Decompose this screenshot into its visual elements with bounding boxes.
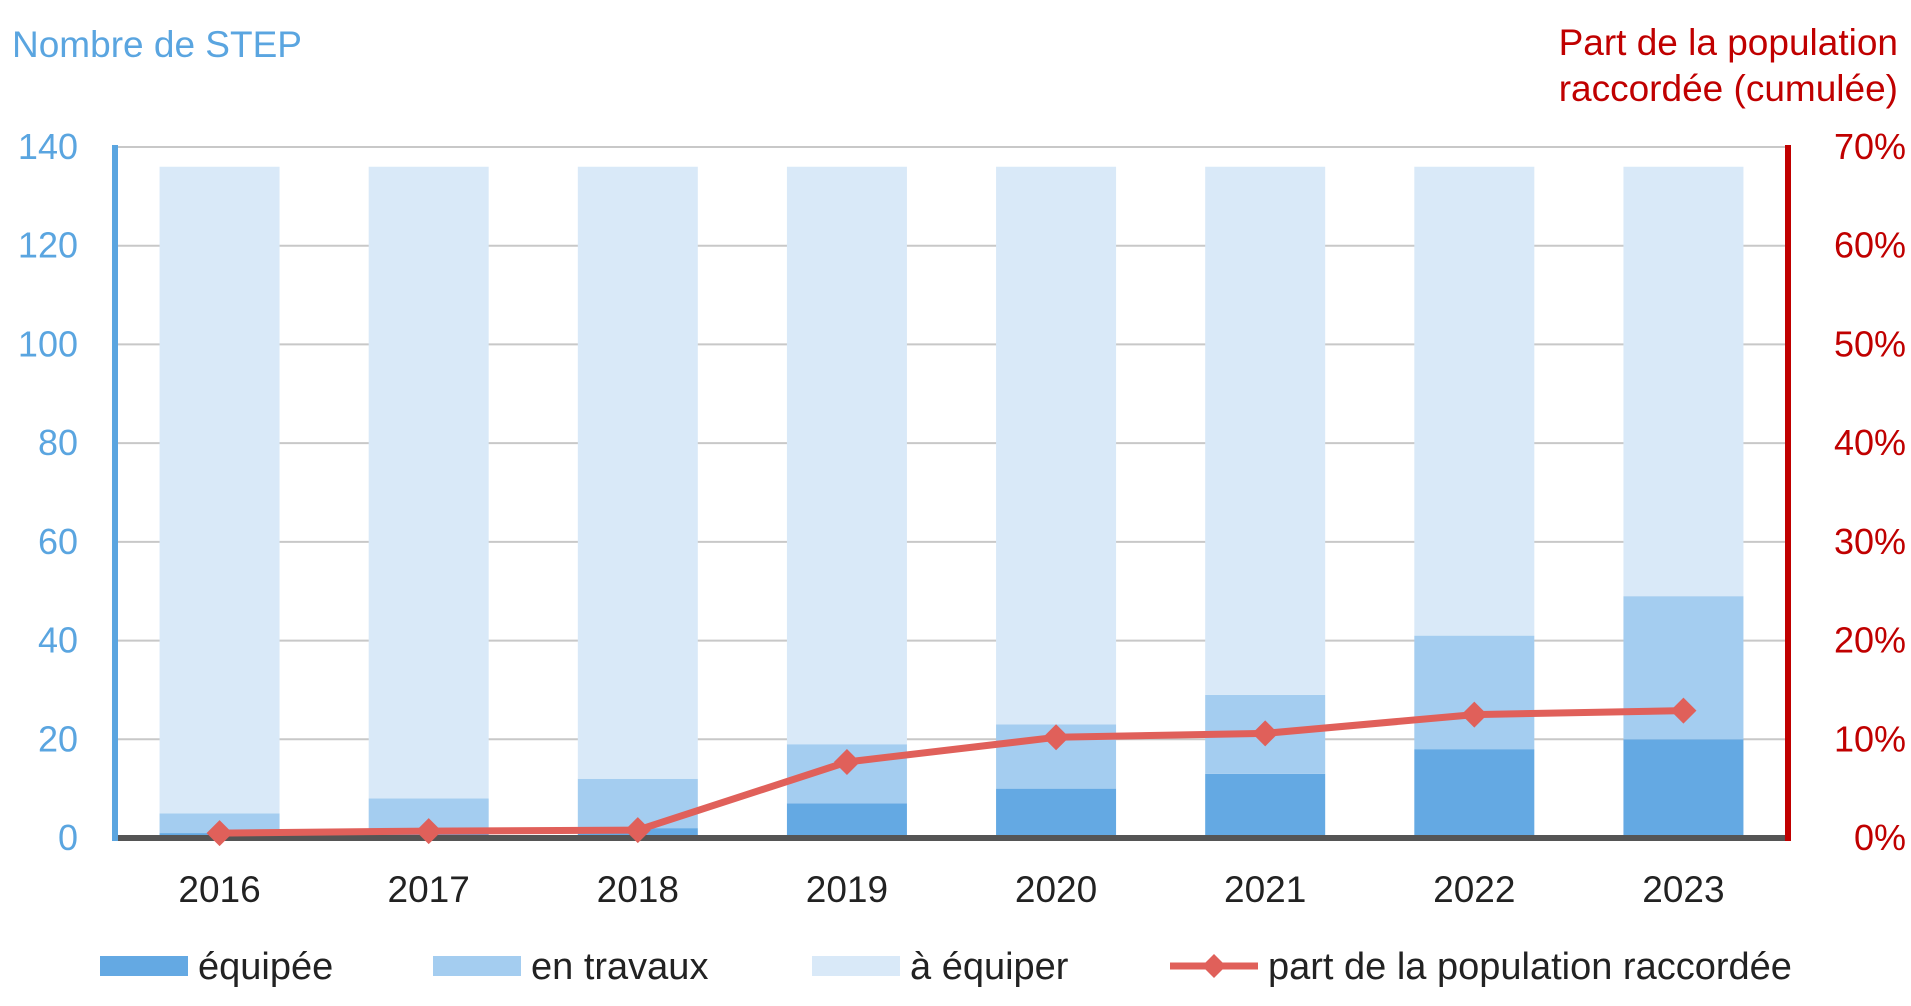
x-tick-label: 2021 — [1224, 869, 1306, 910]
labels-layer: Nombre de STEP Part de la population rac… — [12, 22, 1898, 109]
bar-segment — [1414, 749, 1535, 838]
y2-tick-label: 60% — [1834, 225, 1906, 266]
y2-tick-label: 40% — [1834, 422, 1906, 463]
data-point — [206, 820, 233, 847]
y-tick-label: 20 — [38, 718, 78, 759]
legend: équipée en travaux à équiper part de la pop… — [100, 946, 1792, 988]
bar-segment — [786, 166, 907, 745]
y-axis-title: Nombre de STEP — [12, 24, 302, 65]
bar-segment — [1414, 166, 1535, 636]
legend-label: à équiper — [910, 946, 1069, 988]
y-tick-label: 100 — [18, 323, 78, 364]
bar-segment — [786, 803, 907, 838]
bar-segment — [1623, 739, 1744, 838]
legend-swatch — [433, 956, 521, 976]
legend-swatch — [812, 956, 900, 976]
data-point — [415, 818, 442, 845]
bars-layer — [159, 166, 1744, 838]
y-tick-label: 40 — [38, 620, 78, 661]
y-tick-label: 120 — [18, 225, 78, 266]
y2-tick-label: 50% — [1834, 323, 1906, 364]
y2-tick-label: 70% — [1834, 126, 1906, 167]
y2-tick-label: 20% — [1834, 620, 1906, 661]
y2-tick-label: 10% — [1834, 718, 1906, 759]
series-line — [219, 707, 1684, 837]
y2-axis-title-line-1: Part de la population — [1559, 22, 1898, 63]
y2-axis-title-line-2: raccordée (cumulée) — [1559, 68, 1898, 109]
bar-segment — [1205, 773, 1326, 838]
bar-segment — [159, 166, 280, 814]
y2-tick-label: 30% — [1834, 521, 1906, 562]
data-point — [1461, 701, 1488, 728]
y-tick-label: 140 — [18, 126, 78, 167]
legend-label: part de la population raccordée — [1268, 946, 1792, 988]
legend-swatch-marker — [1202, 954, 1226, 978]
x-tick-label: 2018 — [597, 869, 679, 910]
bar-segment — [1414, 635, 1535, 750]
y-tick-label: 80 — [38, 422, 78, 463]
grid-layer — [115, 146, 1788, 741]
x-tick-label: 2019 — [806, 869, 888, 910]
legend-label: en travaux — [531, 946, 708, 988]
data-point — [1043, 724, 1070, 751]
x-tick-label: 2016 — [178, 869, 260, 910]
y-tick-label: 60 — [38, 521, 78, 562]
x-tick-label: 2020 — [1015, 869, 1097, 910]
data-point — [833, 748, 860, 775]
axes-layer: 0 20 40 60 80 100 120 140 0% 10% 20% 30% 40% 50% 60% 70… — [18, 126, 1906, 910]
line-layer — [206, 697, 1697, 847]
x-tick-label: 2022 — [1433, 869, 1515, 910]
data-point — [1670, 697, 1697, 724]
legend-label: équipée — [198, 946, 333, 988]
bar-segment — [1205, 166, 1326, 695]
bar-segment — [1623, 166, 1744, 597]
y-tick-label: 0 — [58, 817, 78, 858]
bar-segment — [577, 166, 698, 779]
bar-segment — [996, 788, 1117, 838]
legend-swatch — [100, 956, 188, 976]
data-point — [624, 817, 651, 844]
y2-tick-label: 0% — [1854, 817, 1906, 858]
bar-segment — [996, 166, 1117, 725]
x-tick-label: 2017 — [388, 869, 470, 910]
x-tick-label: 2023 — [1642, 869, 1724, 910]
data-point — [1252, 720, 1279, 747]
bar-segment — [368, 166, 489, 799]
